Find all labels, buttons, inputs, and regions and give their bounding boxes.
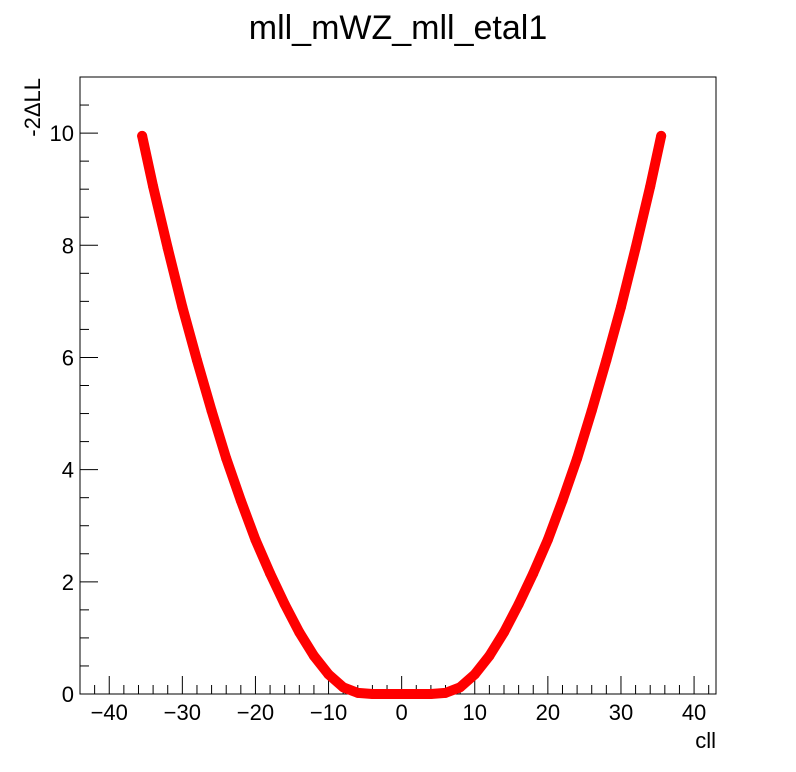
- data-point: [177, 301, 188, 312]
- data-point: [294, 627, 305, 638]
- data-point: [352, 687, 363, 698]
- data-point: [250, 534, 261, 545]
- data-point: [323, 669, 334, 680]
- data-point: [484, 650, 495, 661]
- y-tick-label: 2: [62, 570, 74, 595]
- data-point: [528, 568, 539, 579]
- chart-title: mll_mWZ_mll_etal1: [249, 9, 548, 47]
- x-tick-label: 30: [609, 700, 633, 725]
- data-point: [455, 682, 466, 693]
- data-point: [572, 453, 583, 464]
- y-tick-labels: 0 2 4 6 8 10: [50, 121, 74, 707]
- data-point: [656, 130, 667, 141]
- data-point: [396, 689, 407, 699]
- data-point: [206, 405, 217, 416]
- x-tick-label: 20: [536, 700, 560, 725]
- data-point: [645, 181, 656, 192]
- data-point: [308, 650, 319, 661]
- data-point: [382, 689, 393, 699]
- data-point: [513, 599, 524, 610]
- x-tick-label: 0: [396, 700, 408, 725]
- y-tick-label: 10: [50, 121, 74, 146]
- data-point: [148, 181, 159, 192]
- x-tick-label: −20: [237, 700, 274, 725]
- data-point: [630, 243, 641, 254]
- x-tick-label: 10: [463, 700, 487, 725]
- y-minor-ticks: [80, 76, 89, 667]
- data-point: [440, 687, 451, 698]
- data-point: [137, 130, 148, 141]
- data-point: [191, 355, 202, 366]
- data-point: [162, 243, 173, 254]
- data-point: [557, 495, 568, 506]
- y-tick-label: 8: [62, 233, 74, 258]
- x-tick-label: −10: [310, 700, 347, 725]
- y-axis-label: -2ΔLL: [20, 78, 45, 137]
- data-point: [338, 682, 349, 693]
- data-point: [499, 627, 509, 638]
- data-point: [235, 495, 246, 506]
- data-point: [367, 689, 378, 699]
- data-point: [425, 689, 436, 699]
- data-point: [279, 599, 290, 610]
- data-point: [542, 534, 553, 545]
- x-tick-label: 40: [682, 700, 706, 725]
- data-point: [615, 301, 626, 312]
- x-tick-label: −30: [164, 700, 201, 725]
- y-tick-label: 6: [62, 345, 74, 370]
- data-point: [586, 405, 597, 416]
- data-point: [221, 453, 232, 464]
- data-point: [265, 568, 276, 579]
- y-tick-label: 4: [62, 458, 74, 483]
- data-series: [137, 130, 667, 699]
- x-major-ticks: [108, 676, 695, 694]
- x-tick-labels: −40 −30 −20 −10 0 10 20 30 40: [91, 700, 707, 725]
- data-point: [411, 689, 422, 699]
- x-tick-label: −40: [91, 700, 128, 725]
- y-tick-label: 0: [62, 682, 74, 707]
- data-point: [601, 355, 612, 366]
- y-major-ticks: [80, 132, 98, 695]
- data-point: [469, 669, 480, 680]
- x-axis-label: cll: [695, 728, 716, 753]
